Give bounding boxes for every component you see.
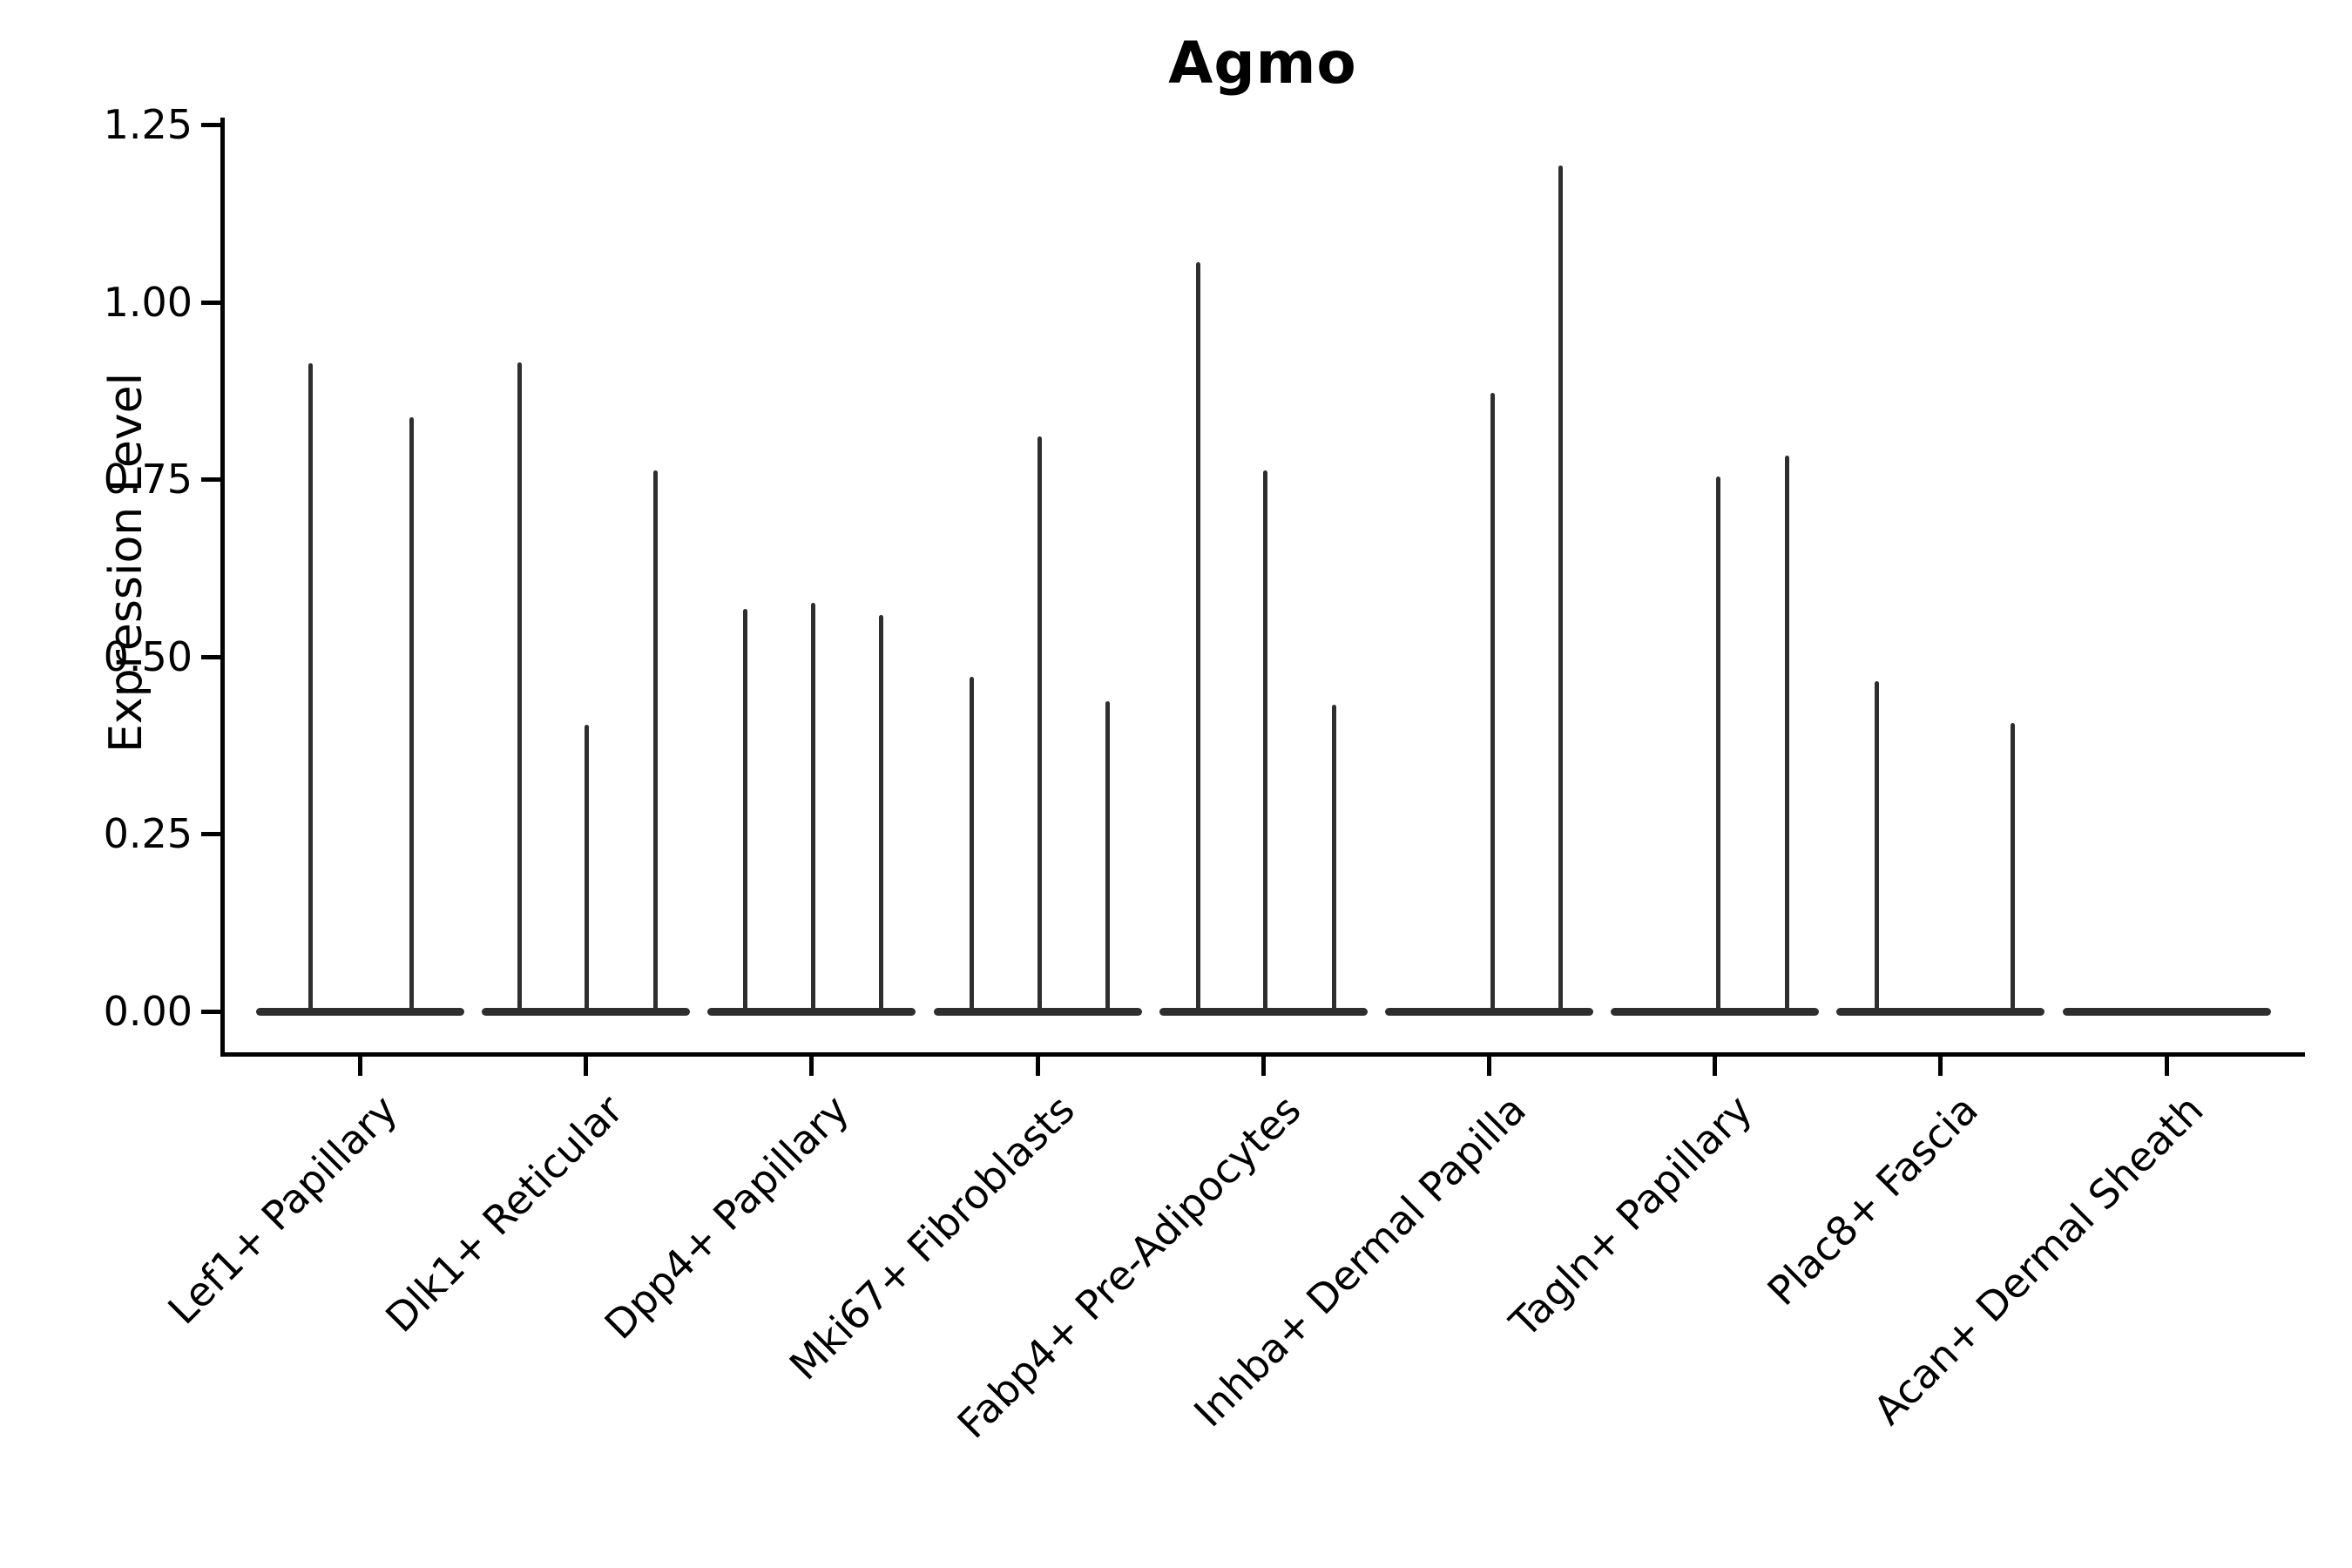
violin-spike: [1715, 476, 1720, 1011]
x-tick: [1713, 1057, 1718, 1076]
x-tick: [358, 1057, 362, 1076]
violin-base: [933, 1007, 1142, 1016]
violin-spike: [517, 362, 522, 1011]
x-tick-label: Dlk1+ Reticular: [376, 1085, 632, 1342]
x-tick: [1938, 1057, 1943, 1076]
violin-base: [256, 1007, 464, 1016]
violin-spike: [878, 614, 883, 1011]
violin-spike: [1331, 705, 1336, 1011]
violin-spike: [1037, 436, 1042, 1011]
violin-spike: [1262, 470, 1267, 1011]
y-axis-label: Expression Level: [100, 372, 152, 754]
y-tick: [201, 300, 220, 305]
x-tick: [1260, 1057, 1266, 1076]
violin-base: [1611, 1007, 1820, 1016]
y-tick: [201, 477, 220, 483]
x-tick: [584, 1057, 589, 1076]
y-tick-label: 0.00: [103, 988, 193, 1035]
violin-spike: [1558, 165, 1563, 1011]
x-tick: [2164, 1057, 2169, 1076]
y-tick: [201, 1010, 220, 1014]
violin-spike: [308, 362, 313, 1011]
violin-base: [1385, 1007, 1593, 1016]
violin-spike: [1784, 455, 1789, 1011]
violin-spike: [810, 602, 815, 1011]
x-tick-label: Dpp4+ Papillary: [595, 1085, 858, 1348]
chart-title: Agmo: [1168, 30, 1357, 97]
x-tick: [809, 1057, 814, 1076]
violin-base: [2062, 1007, 2271, 1016]
violin-spike: [409, 416, 414, 1011]
x-tick-label: Plac8+ Fascia: [1758, 1085, 1987, 1315]
x-tick-label: Lef1+ Papillary: [159, 1085, 407, 1334]
y-tick-label: 0.25: [103, 810, 193, 858]
y-tick-label: 0.75: [103, 456, 193, 504]
violin-spike: [1490, 392, 1495, 1011]
x-tick-label: Tagln+ Papillary: [1500, 1085, 1761, 1347]
y-tick-label: 1.25: [103, 101, 193, 149]
violin-spike: [1874, 680, 1879, 1011]
y-tick: [201, 123, 220, 128]
y-tick-label: 1.00: [103, 278, 193, 326]
violin-spike: [584, 725, 589, 1011]
violin-base: [1836, 1007, 2045, 1016]
violin-base: [482, 1007, 691, 1016]
x-axis-spine: [220, 1052, 2305, 1057]
y-tick: [201, 832, 220, 837]
violin-spike: [742, 609, 747, 1011]
violin-spike: [2010, 723, 2015, 1011]
violin-base: [1159, 1007, 1368, 1016]
y-tick: [201, 654, 220, 659]
x-tick: [1487, 1057, 1491, 1076]
violin-base: [707, 1007, 916, 1016]
y-tick-label: 0.50: [103, 632, 193, 680]
violin-spike: [1105, 701, 1110, 1011]
x-tick: [1035, 1057, 1040, 1076]
violin-spike: [969, 677, 974, 1011]
violin-spike: [652, 470, 658, 1011]
y-axis-spine: [220, 118, 225, 1057]
violin-spike: [1195, 262, 1200, 1011]
